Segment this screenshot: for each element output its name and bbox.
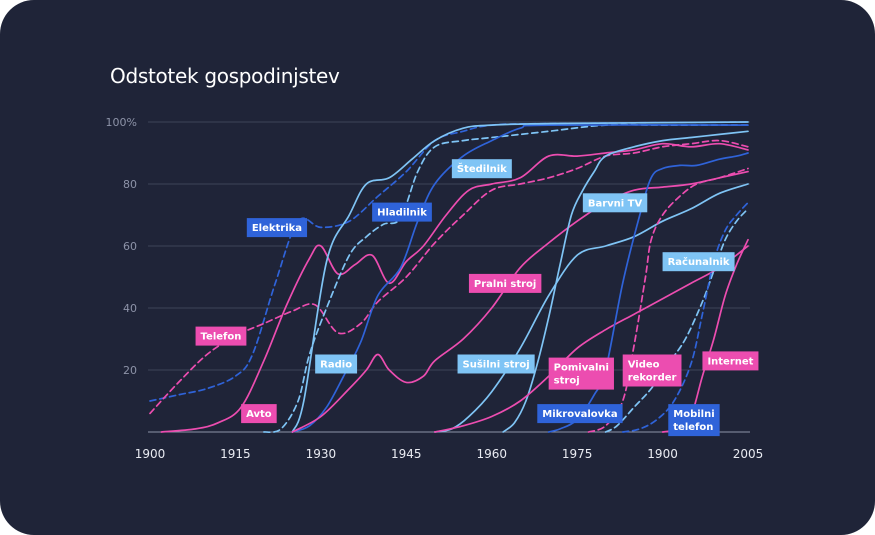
series-label-box <box>702 351 759 371</box>
series-line-pomivalni-stroj <box>433 245 749 433</box>
x-tick-label: 1900 <box>135 447 166 461</box>
series-label-avto <box>241 404 277 424</box>
series-label-box <box>315 354 358 374</box>
series-label-mikrovalovka <box>537 404 623 424</box>
series-label-box <box>537 404 623 424</box>
series-line-mobilni-telefon <box>621 201 749 433</box>
series-label-text: Hladilnik <box>377 208 427 219</box>
series-label-box <box>668 404 720 437</box>
series-line-telefon <box>149 139 749 415</box>
series-label-text: Video <box>628 360 660 371</box>
series-label-text: Avto <box>246 409 272 420</box>
series-line-video-rekorder <box>587 167 749 433</box>
series-label-box <box>548 357 614 390</box>
series-label-radio <box>315 354 358 374</box>
series-line-racunalnik <box>604 207 749 433</box>
series-label-barvni-tv <box>582 193 648 213</box>
y-tick-label: 20 <box>123 364 137 377</box>
series-label-susilni-stroj <box>457 354 535 374</box>
series-label-box <box>241 404 277 424</box>
y-tick-label: 40 <box>123 302 137 315</box>
x-tick-label: 1915 <box>220 447 251 461</box>
series-line-avto <box>160 142 749 433</box>
series-label-mobilni-telefon <box>668 404 720 437</box>
x-tick-label: 2005 <box>733 447 764 461</box>
series-line-stedilnik <box>291 121 749 433</box>
series-label-box <box>582 193 648 213</box>
series-label-box <box>622 354 682 387</box>
series-label-text: Pomivalni <box>554 363 609 374</box>
series-label-elektrika <box>246 218 308 238</box>
y-tick-label: 100% <box>106 116 137 129</box>
x-tick-label: 1945 <box>391 447 422 461</box>
series-line-barvni-tv <box>502 130 749 433</box>
series-label-text: Mobilni <box>673 409 714 420</box>
series-label-text: Sušilni stroj <box>463 359 530 371</box>
series-label-box <box>662 252 735 272</box>
series-label-text: Radio <box>320 360 352 371</box>
series-label-pomivalni-stroj <box>548 357 614 390</box>
series-label-pralni-stroj <box>468 273 542 293</box>
x-tick-label: 1960 <box>476 447 507 461</box>
series-label-video-rekorder <box>622 354 682 387</box>
series-label-text: Pralni stroj <box>474 279 536 290</box>
series-label-box <box>468 273 542 293</box>
series-label-text: Barvni TV <box>588 198 643 209</box>
chart-title: Odstotek gospodinjstev <box>110 64 340 88</box>
series-label-internet <box>702 351 759 371</box>
series-label-stedilnik <box>451 159 512 179</box>
series-line-susilni-stroj <box>433 183 749 433</box>
series-label-text: Računalnik <box>668 256 730 268</box>
series-label-text: Internet <box>707 356 753 367</box>
series-line-pralni-stroj <box>291 170 749 433</box>
series-label-box <box>195 326 247 346</box>
series-label-box <box>451 159 512 179</box>
x-tick-label: 1900 <box>647 447 678 461</box>
x-tick-label: 1975 <box>562 447 593 461</box>
series-label-text: Telefon <box>201 332 242 343</box>
y-tick-label: 60 <box>123 240 137 253</box>
series-label-text: Štedilnik <box>457 162 507 175</box>
series-label-telefon <box>195 326 247 346</box>
series-label-hladilnik <box>372 202 432 222</box>
series-label-text: Elektrika <box>252 223 302 234</box>
series-label-box <box>457 354 535 374</box>
series-label-text: Mikrovalovka <box>542 409 617 420</box>
series-label-text: telefon <box>673 422 713 433</box>
series-label-box <box>372 202 432 222</box>
x-tick-label: 1930 <box>306 447 337 461</box>
y-tick-label: 80 <box>123 178 137 191</box>
series-label-box <box>246 218 308 238</box>
series-label-text: stroj <box>554 376 580 387</box>
series-label-text: rekorder <box>628 373 677 384</box>
series-label-racunalnik <box>662 252 735 272</box>
